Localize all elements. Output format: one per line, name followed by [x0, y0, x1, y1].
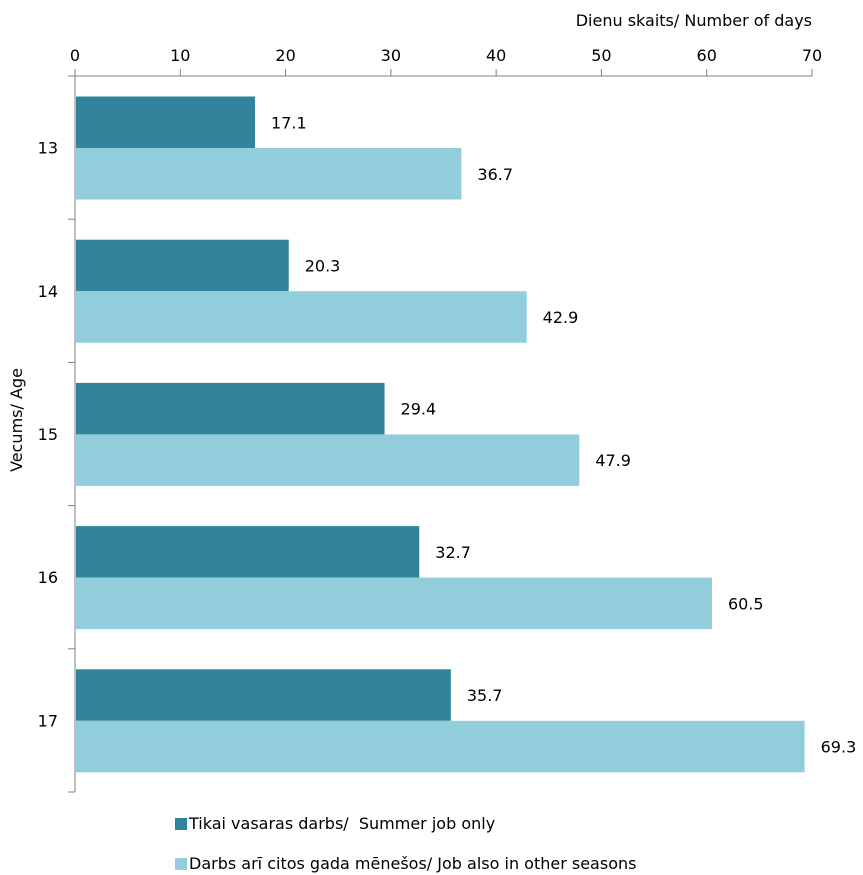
legend-swatch-summer-job: [175, 817, 187, 830]
x-tick-label: 60: [697, 46, 717, 65]
data-label: 35.7: [467, 686, 503, 705]
bar: [76, 291, 527, 343]
data-label: 36.7: [477, 165, 513, 184]
x-tick-label: 70: [802, 46, 822, 65]
data-labels: 17.1 36.7 20.3 42.9 29.4 47.9 32.7 60.5 35.7 69.3: [271, 113, 856, 756]
x-tick-label: 30: [381, 46, 401, 65]
bar: [76, 720, 805, 773]
bars: [76, 96, 805, 773]
data-label: 42.9: [543, 308, 579, 327]
bar: [76, 577, 712, 630]
bar: [76, 382, 385, 435]
data-label: 32.7: [435, 543, 471, 562]
x-tick-label: 10: [170, 46, 190, 65]
y-tick-label: 15: [38, 425, 58, 444]
y-axis: 13 14 15 16 17: [38, 75, 76, 793]
bar: [76, 434, 580, 486]
data-label: 20.3: [305, 256, 341, 275]
data-label: 47.9: [595, 451, 631, 470]
y-axis-title: Vecums/ Age: [7, 368, 26, 472]
bar: [76, 526, 420, 578]
bar: [76, 148, 462, 200]
legend-item-summer-job: Tikai vasaras darbs/ Summer job only: [175, 814, 495, 833]
bar: [76, 669, 451, 721]
data-label: 29.4: [401, 400, 437, 419]
data-label: 17.1: [271, 113, 307, 132]
data-label: 69.3: [821, 738, 857, 757]
legend-label-other-seasons: Darbs arī citos gada mēnešos/ Job also i…: [189, 854, 637, 873]
y-tick-label: 17: [38, 711, 58, 730]
x-tick-label: 20: [275, 46, 295, 65]
y-tick-label: 16: [38, 568, 58, 587]
bar: [76, 239, 289, 292]
legend-label-summer-job: Tikai vasaras darbs/ Summer job only: [189, 814, 496, 833]
x-tick-label: 50: [591, 46, 611, 65]
x-axis-title: Dienu skaits/ Number of days: [576, 11, 812, 30]
data-label: 60.5: [728, 594, 764, 613]
bar: [76, 96, 256, 148]
y-tick-label: 13: [38, 139, 58, 158]
x-axis: 0 10 20 30 40 50 60 70: [70, 46, 822, 77]
legend-swatch-other-seasons: [175, 857, 187, 870]
x-tick-label: 40: [486, 46, 506, 65]
y-tick-label: 14: [38, 282, 58, 301]
legend-item-other-seasons: Darbs arī citos gada mēnešos/ Job also i…: [175, 854, 636, 873]
x-tick-label: 0: [70, 46, 80, 65]
